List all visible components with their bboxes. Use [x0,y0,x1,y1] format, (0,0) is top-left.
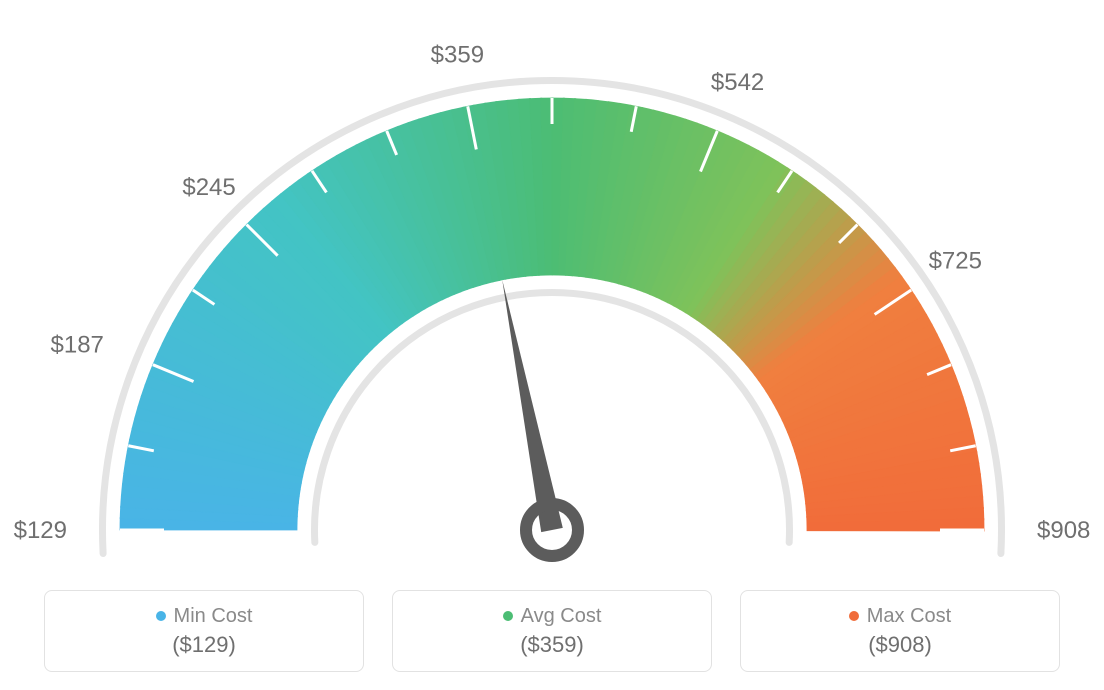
svg-text:$359: $359 [431,41,484,68]
svg-text:$542: $542 [711,69,764,96]
svg-text:$908: $908 [1037,517,1090,544]
legend-dot-avg [503,611,513,621]
svg-text:$187: $187 [51,331,104,358]
svg-text:$725: $725 [929,248,982,275]
gauge-chart: $129 $187 $245 $359 $542 $725 $908 [0,0,1104,575]
legend-dot-max [849,611,859,621]
legend-row: Min Cost ($129) Avg Cost ($359) Max Cost… [0,590,1104,672]
legend-label-max: Max Cost [867,605,951,628]
legend-label-avg: Avg Cost [521,605,602,628]
svg-text:$245: $245 [182,174,235,201]
legend-card-min: Min Cost ($129) [44,590,364,672]
legend-top: Max Cost [849,605,951,628]
legend-label-min: Min Cost [174,605,253,628]
legend-card-max: Max Cost ($908) [740,590,1060,672]
legend-value-avg: ($359) [520,632,584,658]
legend-card-avg: Avg Cost ($359) [392,590,712,672]
legend-top: Avg Cost [503,605,602,628]
legend-dot-min [156,611,166,621]
svg-text:$129: $129 [14,517,67,544]
cost-gauge-widget: $129 $187 $245 $359 $542 $725 $908 Min Cost ($… [0,0,1104,690]
gauge-area: $129 $187 $245 $359 $542 $725 $908 [0,0,1104,575]
legend-value-max: ($908) [868,632,932,658]
legend-top: Min Cost [156,605,253,628]
legend-value-min: ($129) [172,632,236,658]
